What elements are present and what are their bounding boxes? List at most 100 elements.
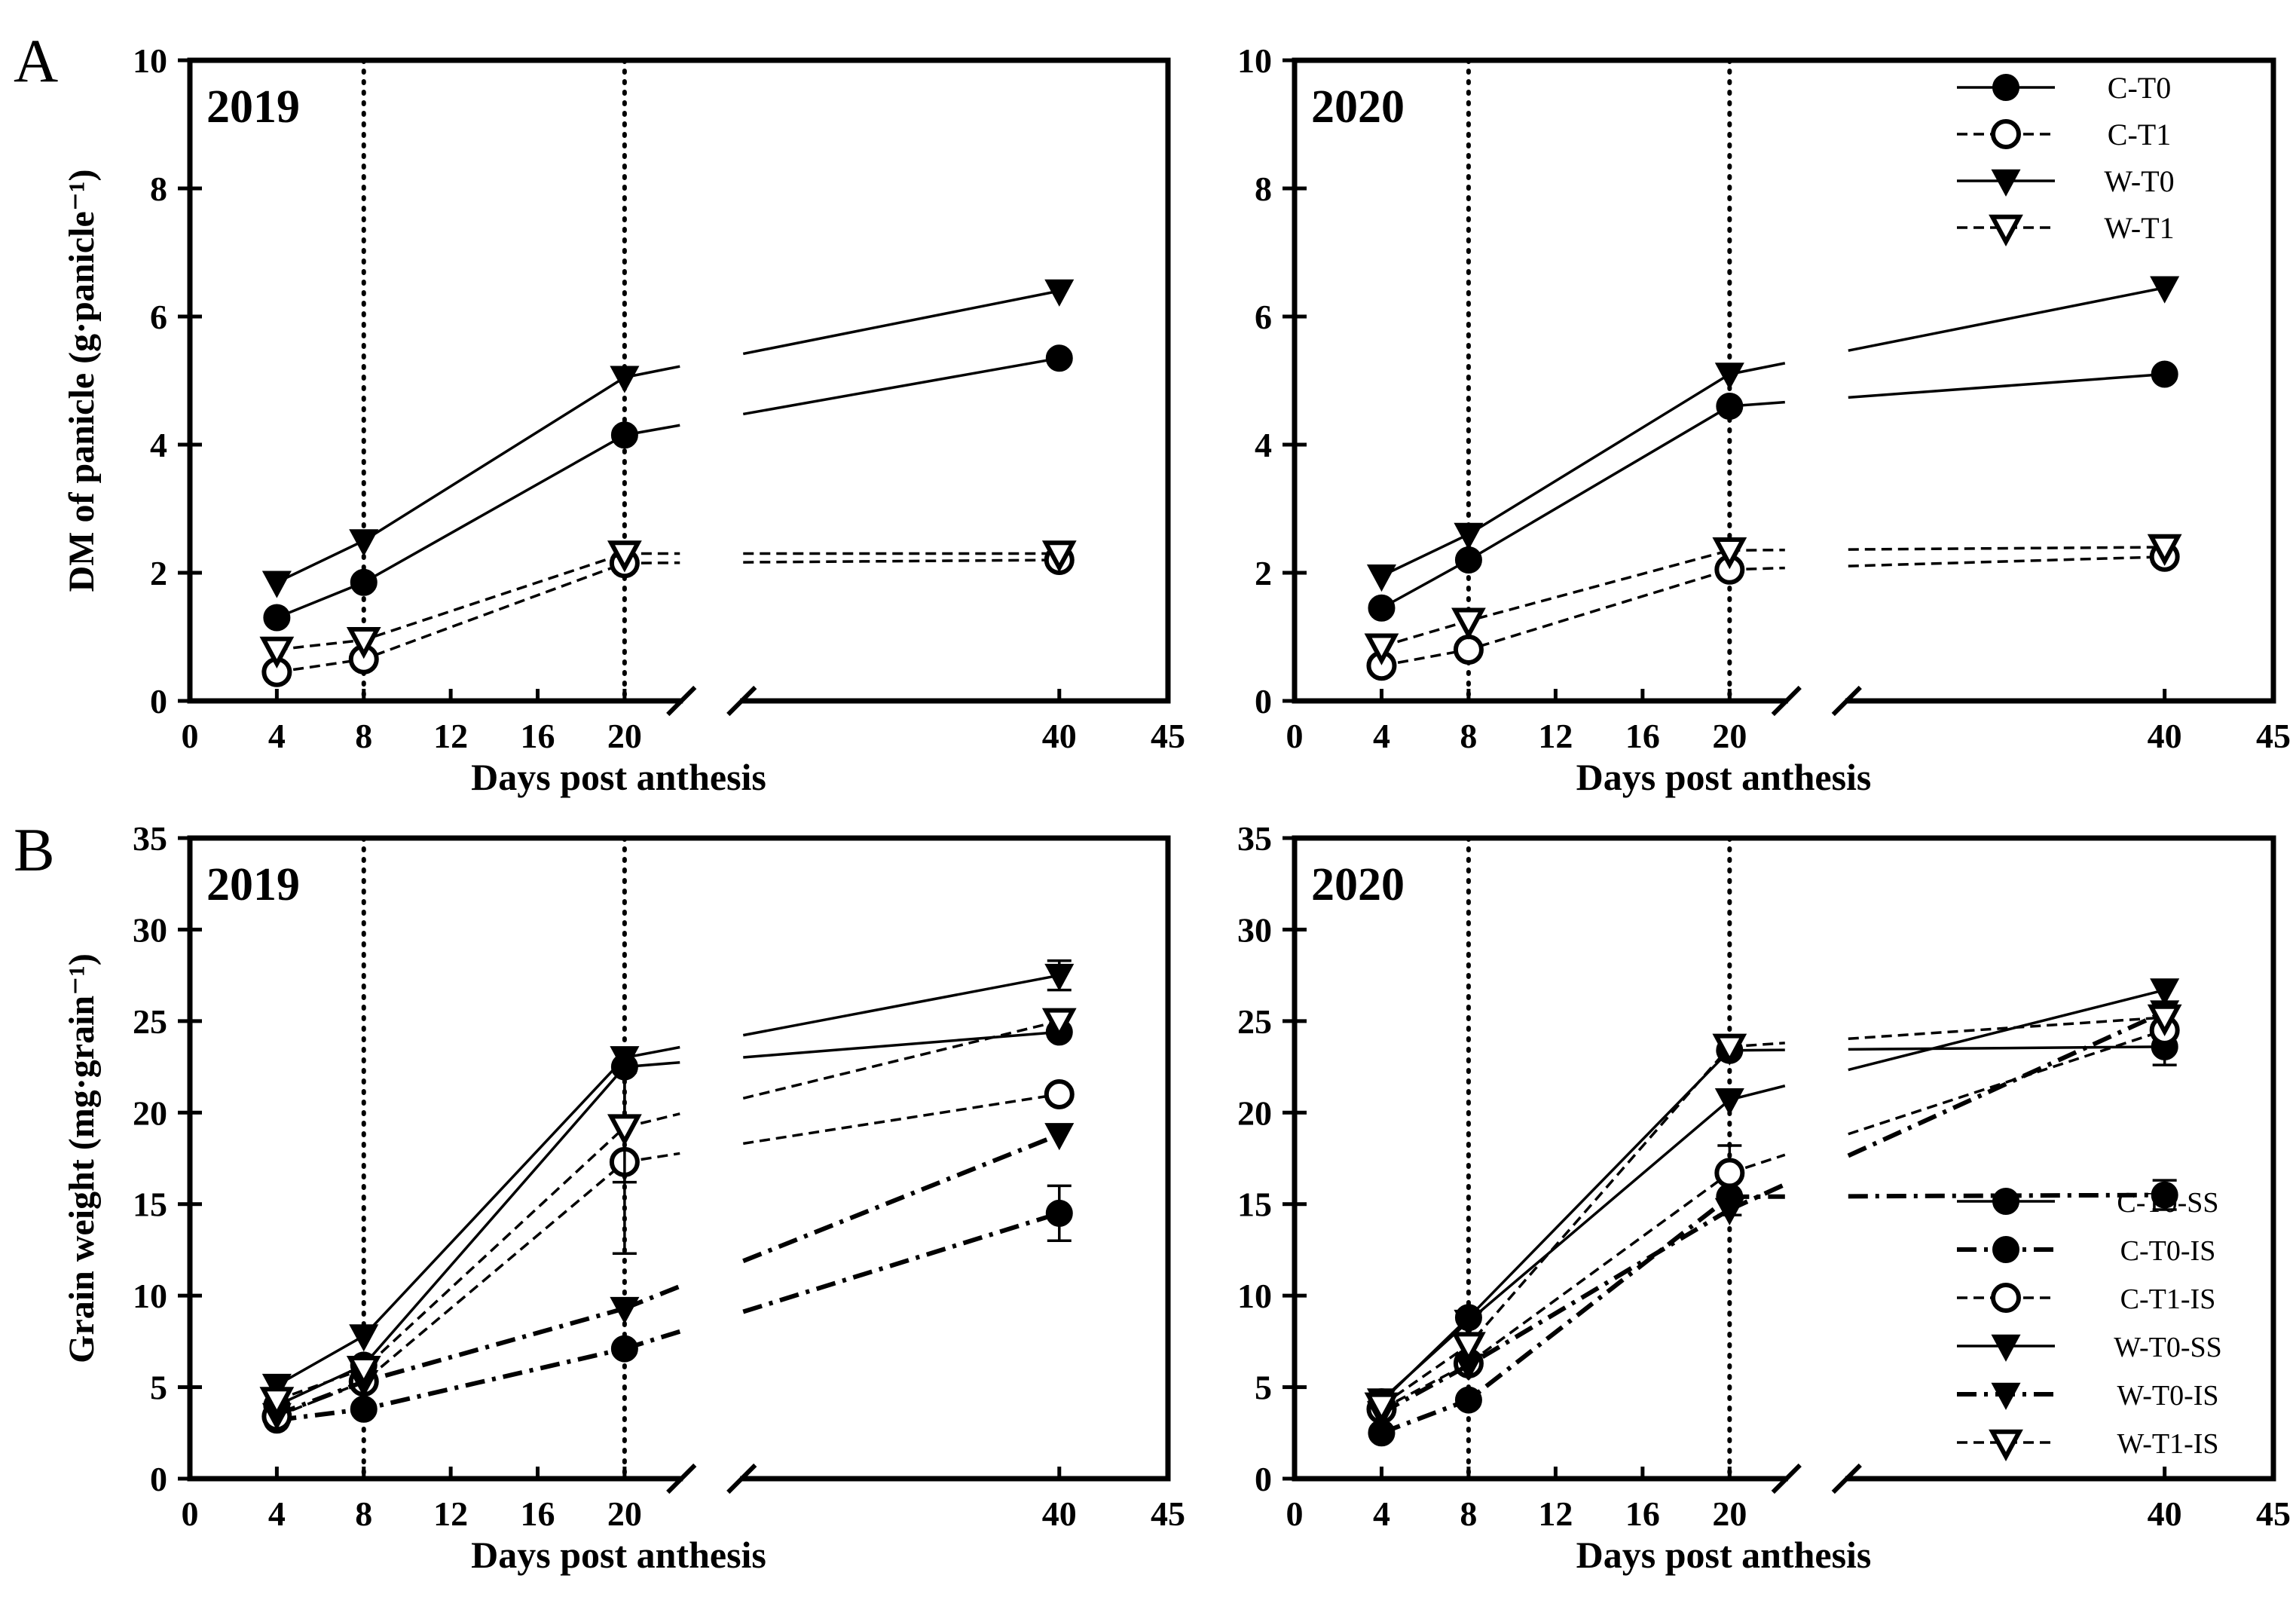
x-tick-label: 16 bbox=[1625, 1494, 1660, 1533]
data-point-w-t0-ss bbox=[1044, 963, 1075, 991]
x-tick-label: 8 bbox=[355, 717, 372, 755]
data-point-w-t0 bbox=[349, 529, 379, 557]
chart-title: 2020 bbox=[1311, 859, 1405, 910]
y-tick-label: 35 bbox=[1237, 819, 1272, 858]
y-tick-label: 15 bbox=[1237, 1185, 1272, 1224]
y-tick-label: 2 bbox=[1255, 554, 1272, 592]
y-tick-label: 4 bbox=[150, 426, 167, 464]
x-tick-label: 8 bbox=[355, 1494, 372, 1533]
axis-break-mark bbox=[666, 685, 697, 717]
series-c-t0-ss bbox=[1368, 1026, 2178, 1415]
series-c-t0 bbox=[263, 344, 1073, 632]
x-tick-label: 0 bbox=[182, 1494, 199, 1533]
data-point-w-t1 bbox=[1451, 607, 1486, 640]
legend-label: W-T0 bbox=[2104, 164, 2174, 198]
series-line-w-t0-ss bbox=[1848, 988, 2166, 1072]
y-tick-label: 30 bbox=[133, 910, 167, 949]
data-point-c-t0 bbox=[1716, 393, 1744, 420]
series-line-w-t0-is bbox=[1847, 1009, 2166, 1158]
chart-title: 2019 bbox=[206, 859, 300, 910]
series-w-t0 bbox=[261, 279, 1075, 598]
x-tick-label: 20 bbox=[607, 717, 642, 755]
data-point-c-t0 bbox=[350, 568, 378, 596]
x-tick-label: 0 bbox=[1286, 717, 1304, 755]
data-point-w-t1 bbox=[1041, 540, 1077, 573]
data-point-w-t1-is bbox=[2147, 1004, 2182, 1037]
data-point-c-t0 bbox=[1368, 594, 1396, 622]
data-point-w-t0 bbox=[1454, 522, 1484, 550]
x-tick-label: 40 bbox=[2148, 717, 2182, 755]
series-line-c-t0-ss bbox=[1380, 1049, 1731, 1403]
legend-label: C-T1-IS bbox=[2120, 1283, 2216, 1315]
series-line-c-t0 bbox=[742, 356, 1060, 416]
series-line-w-t1 bbox=[277, 552, 625, 651]
axis-break-gap bbox=[683, 1471, 741, 1486]
data-point-w-t0 bbox=[261, 571, 292, 598]
x-tick-label: 0 bbox=[1286, 1494, 1304, 1533]
chart-title: 2019 bbox=[206, 81, 300, 133]
plot-frame bbox=[187, 57, 1171, 704]
series-w-t0-ss bbox=[261, 959, 1075, 1401]
data-point-w-t0-ss bbox=[1454, 1309, 1484, 1337]
data-point-w-t1-is bbox=[1041, 1008, 1077, 1040]
data-point-w-t1 bbox=[607, 540, 642, 573]
axis-break-mark bbox=[726, 685, 757, 717]
y-tick-label: 20 bbox=[1237, 1094, 1272, 1132]
data-point-w-t1-is bbox=[1364, 1392, 1399, 1424]
plot-frame bbox=[187, 835, 1171, 1482]
data-point-c-t0-is bbox=[610, 1335, 638, 1363]
series-w-t1 bbox=[1364, 534, 2182, 665]
y-tick-label: 6 bbox=[1255, 298, 1272, 336]
legend-marker-w-t0-ss bbox=[1991, 1334, 2021, 1362]
data-point-w-t0-ss bbox=[349, 1324, 379, 1352]
series-line-c-t1-is bbox=[742, 1093, 1060, 1146]
data-point-c-t0 bbox=[1045, 344, 1073, 372]
series-line-w-t0-is bbox=[742, 1132, 1060, 1263]
axis-break-gap bbox=[683, 693, 741, 708]
y-tick-label: 25 bbox=[1237, 1002, 1272, 1041]
data-point-c-t1-is bbox=[1044, 1079, 1075, 1109]
series-line-c-t1 bbox=[277, 561, 625, 674]
y-tick-label: 0 bbox=[150, 1460, 167, 1498]
axis-break-mark bbox=[1771, 685, 1802, 717]
panel-letter-a: A bbox=[14, 26, 58, 95]
data-point-w-t0-is bbox=[1044, 1123, 1075, 1151]
legend-marker-c-t0-is bbox=[1992, 1236, 2019, 1263]
x-tick-label: 45 bbox=[2256, 717, 2291, 755]
x-tick-label: 0 bbox=[182, 717, 199, 755]
data-point-w-t0-is bbox=[1714, 1198, 1744, 1225]
series-line-c-t1 bbox=[1848, 555, 2165, 567]
series-line-w-t1-is bbox=[1848, 1016, 2165, 1041]
x-tick-label: 12 bbox=[433, 1494, 468, 1533]
series-line-c-t1-is bbox=[276, 1161, 626, 1418]
y-tick-label: 10 bbox=[1237, 41, 1272, 80]
data-point-w-t1 bbox=[2147, 534, 2182, 567]
x-tick-label: 40 bbox=[2148, 1494, 2182, 1533]
legend-label: C-T1 bbox=[2108, 118, 2171, 151]
series-line-w-t0 bbox=[1380, 373, 1731, 577]
data-point-c-t0-is bbox=[2151, 1181, 2178, 1209]
series-line-c-t1 bbox=[1381, 568, 1730, 667]
y-axis-label: Grain weight (mg·grain⁻¹) bbox=[62, 953, 102, 1363]
y-tick-label: 20 bbox=[133, 1094, 167, 1132]
data-point-w-t0 bbox=[2150, 276, 2180, 304]
x-tick-label: 20 bbox=[1712, 1494, 1747, 1533]
legend-label: C-T0-IS bbox=[2120, 1235, 2216, 1267]
legend-marker-w-t0 bbox=[1991, 169, 2021, 197]
series-line-w-t0-is bbox=[276, 1306, 625, 1417]
axis-break-gap bbox=[1787, 693, 1845, 708]
series-line-c-t1-is bbox=[1380, 1172, 1731, 1411]
y-tick-label: 25 bbox=[133, 1002, 167, 1041]
panel-letter-b: B bbox=[14, 815, 55, 884]
series-line-c-t0-ss bbox=[1848, 1045, 2165, 1051]
data-point-w-t0 bbox=[1044, 279, 1075, 307]
chart-panel-a-2019: 0 4 8 12 16 20 40 45 0 2 4 6 8 10 2019 Days post anthes… bbox=[62, 41, 1185, 798]
axis-break-mark bbox=[1831, 685, 1862, 717]
data-point-w-t0 bbox=[1366, 564, 1396, 592]
series-line-c-t0 bbox=[276, 433, 625, 620]
data-point-w-t1-is bbox=[607, 1114, 642, 1146]
y-tick-label: 10 bbox=[1237, 1277, 1272, 1315]
legend-marker-c-t1 bbox=[1991, 119, 2021, 149]
x-tick-label: 4 bbox=[1373, 717, 1390, 755]
y-tick-label: 5 bbox=[1255, 1369, 1272, 1407]
